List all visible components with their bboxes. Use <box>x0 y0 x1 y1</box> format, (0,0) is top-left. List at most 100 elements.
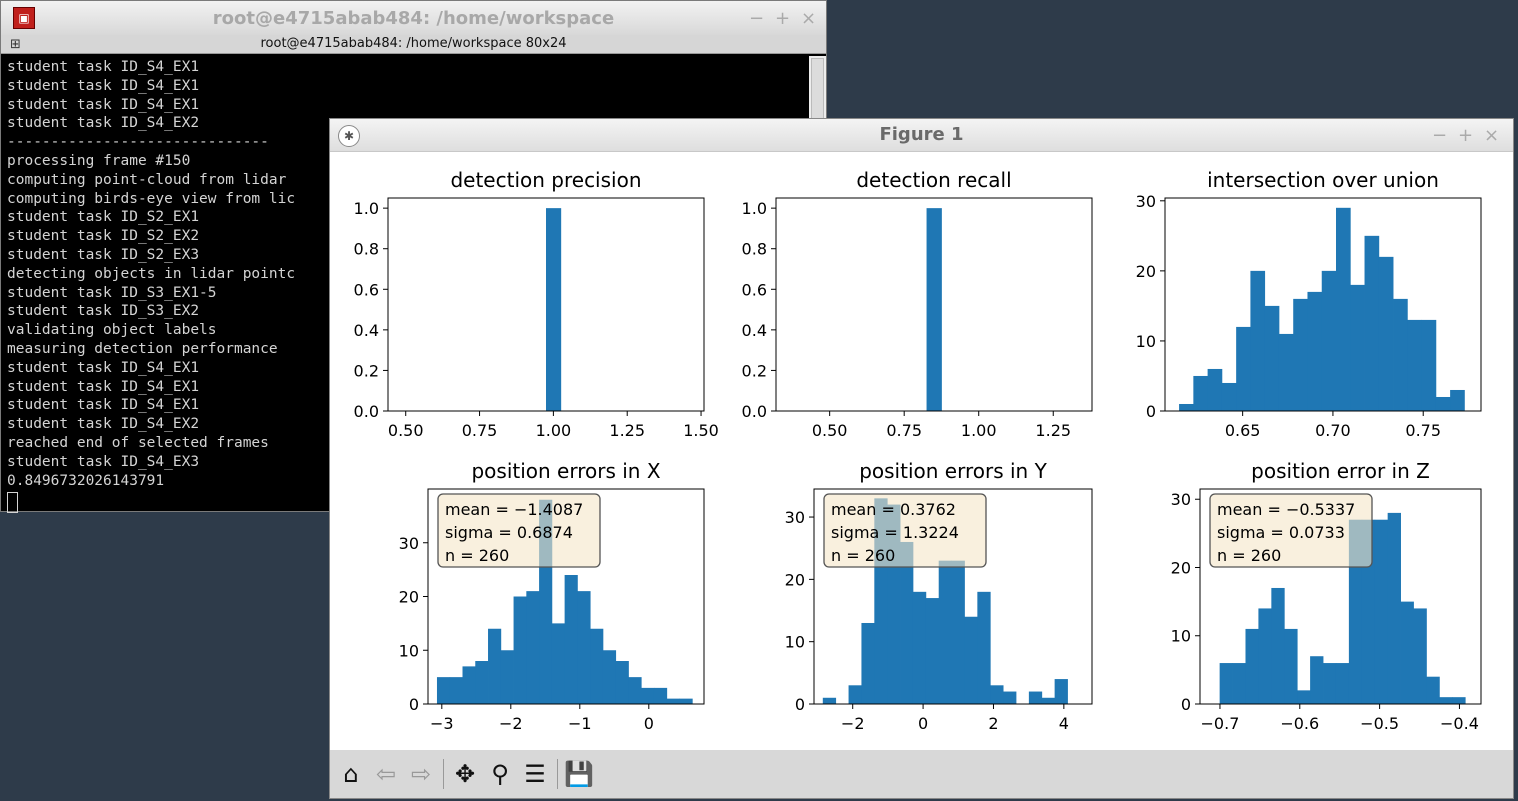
x-tick-label: 0.65 <box>1225 421 1261 440</box>
histogram-bar <box>1278 333 1294 411</box>
minimize-icon[interactable]: − <box>749 7 765 29</box>
figure-title: Figure 1 <box>879 124 964 145</box>
chart-title: position errors in Y <box>859 459 1047 483</box>
x-tick-label: 0 <box>644 714 654 733</box>
histogram-bar <box>1193 375 1209 411</box>
x-tick-label: 0.75 <box>886 421 922 440</box>
subplot: position errors in X −3 −2 −1 0 0 10 20 30 mean =… <box>399 459 705 733</box>
pan-icon[interactable]: ✥ <box>454 760 476 788</box>
histogram-bar <box>1350 284 1365 411</box>
figure-toolbar: ⌂ ⇦ ⇨ ✥ ⚲ ☰ 💾 <box>330 750 1513 798</box>
x-tick-label: −3 <box>430 714 454 733</box>
y-tick-label: 0 <box>795 695 805 714</box>
maximize-icon[interactable]: + <box>775 7 791 29</box>
forward-icon[interactable]: ⇨ <box>410 760 432 788</box>
x-tick-label: −0.5 <box>1360 714 1399 733</box>
y-tick-label: 1.0 <box>742 199 767 218</box>
subplot: position error in Z −0.7 −0.6 −0.5 −0.4 0 10 20… <box>1171 459 1482 733</box>
histogram-bar <box>590 628 604 704</box>
histogram-bar <box>900 541 914 704</box>
terminal-line: student task ID_S4_EX1 <box>7 378 200 395</box>
y-tick-label: 0.6 <box>742 280 767 299</box>
chart-title: intersection over union <box>1207 168 1439 192</box>
terminal-line: student task ID_S4_EX1 <box>7 397 200 414</box>
histogram-bar <box>488 628 502 704</box>
x-tick-label: −1 <box>568 714 592 733</box>
histogram-bar <box>641 687 655 705</box>
y-tick-label: 0.8 <box>354 240 379 259</box>
y-tick-label: 30 <box>1171 490 1191 509</box>
configure-subplots-icon[interactable]: ☰ <box>524 760 546 788</box>
y-tick-label: 0.6 <box>354 280 379 299</box>
axes-frame <box>1164 197 1482 412</box>
y-tick-label: 0.2 <box>354 361 379 380</box>
histogram-bar <box>977 591 991 704</box>
x-tick-label: 0.75 <box>462 421 498 440</box>
minimize-icon[interactable]: − <box>1432 124 1448 146</box>
histogram-bar <box>938 560 952 704</box>
y-tick-label: 20 <box>1171 558 1191 577</box>
histogram-bar <box>1426 676 1440 704</box>
histogram-bar <box>1452 697 1466 704</box>
stats-box <box>823 493 987 568</box>
subplot: detection precision 0.50 0.75 1.00 1.25 1.50 0… <box>354 168 719 440</box>
x-tick-label: −0.7 <box>1201 714 1240 733</box>
stats-line: mean = 0.3762 <box>831 500 956 519</box>
figure-titlebar[interactable]: ✱ Figure 1 − + × <box>330 119 1513 152</box>
terminal-line: student task ID_S2_EX3 <box>7 246 200 263</box>
histogram-bar <box>990 685 1004 704</box>
save-icon[interactable]: 💾 <box>564 760 594 788</box>
stats-box <box>437 493 601 568</box>
home-icon[interactable]: ⌂ <box>343 760 359 788</box>
toolbar-separator <box>443 759 444 789</box>
y-tick-label: 0.8 <box>742 240 767 259</box>
y-tick-label: 10 <box>399 641 419 660</box>
x-tick-label: 1.00 <box>536 421 572 440</box>
histogram-bar <box>1041 697 1056 704</box>
y-tick-label: 0.4 <box>354 321 379 340</box>
subplot: position errors in Y −2 0 2 4 0 10 20 30 mean = 0… <box>785 459 1093 733</box>
close-icon[interactable]: × <box>801 7 817 29</box>
maximize-icon[interactable]: + <box>1458 124 1474 146</box>
stats-box <box>1209 493 1373 568</box>
back-icon[interactable]: ⇦ <box>375 760 397 788</box>
stats-line: mean = −1.4087 <box>445 500 583 519</box>
histogram-bar <box>1323 663 1337 704</box>
y-tick-label: 0 <box>1181 695 1191 714</box>
terminal-line: computing point-cloud from lidar <box>7 171 287 188</box>
histogram-bar <box>1387 512 1401 704</box>
stats-line: sigma = 0.0733 <box>1217 523 1345 542</box>
terminal-line: reached end of selected frames <box>7 434 269 451</box>
terminal-line: 0.8496732026143791 <box>7 472 165 489</box>
terminal-titlebar[interactable]: ▣ root@e4715abab484: /home/workspace − +… <box>1 1 826 35</box>
histogram-bar <box>615 661 629 704</box>
terminal-line: student task ID_S4_EX1 <box>7 96 200 113</box>
histogram-bar <box>1307 291 1323 411</box>
axes-frame <box>387 197 705 412</box>
x-tick-label: 2 <box>988 714 998 733</box>
close-icon[interactable]: × <box>1484 124 1500 146</box>
histogram-bar <box>564 575 578 704</box>
histogram-bar <box>1421 319 1437 411</box>
terminal-menu-icon[interactable]: ⊞ <box>10 37 21 52</box>
histogram-bar <box>602 650 617 704</box>
subplot: detection recall 0.50 0.75 1.00 1.25 0.0 0.2 0.… <box>742 168 1093 440</box>
histogram-bar <box>1179 403 1194 411</box>
histogram-bar <box>1258 608 1272 704</box>
histogram-bar <box>1236 326 1251 411</box>
zoom-icon[interactable]: ⚲ <box>491 760 509 788</box>
histogram-bar <box>513 596 527 704</box>
terminal-tabbar: ⊞ root@e4715abab484: /home/workspace 80x… <box>1 35 826 54</box>
histogram-bar <box>475 661 489 704</box>
chart-title: position error in Z <box>1251 459 1430 483</box>
figure-app-icon[interactable]: ✱ <box>338 125 360 147</box>
y-tick-label: 10 <box>1136 332 1156 351</box>
x-tick-label: 0.75 <box>1405 421 1441 440</box>
x-tick-label: −0.6 <box>1280 714 1319 733</box>
terminal-line: ------------------------------ <box>7 134 269 151</box>
terminal-app-icon[interactable]: ▣ <box>13 7 35 29</box>
histogram-bar <box>1335 663 1350 704</box>
x-tick-label: −2 <box>841 714 865 733</box>
histogram-bar <box>925 598 940 704</box>
